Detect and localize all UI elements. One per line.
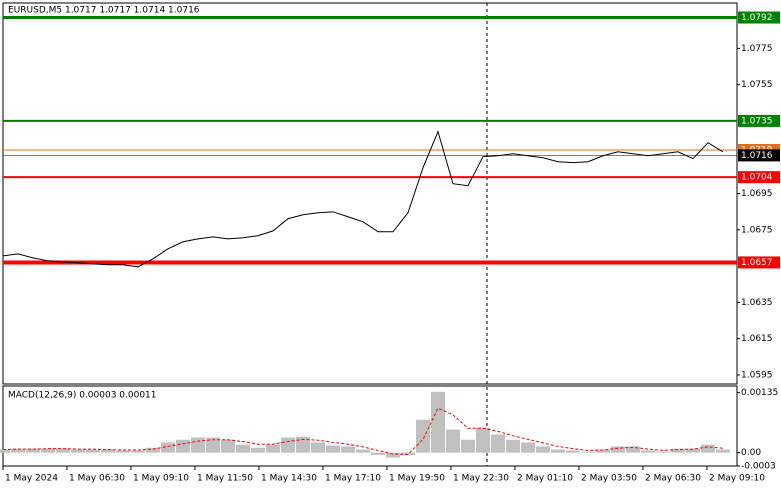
x-tick-label: 1 May 11:50 — [197, 474, 253, 484]
macd-bar — [251, 447, 265, 453]
macd-bar — [11, 448, 25, 453]
macd-bar — [326, 445, 340, 453]
y-tick-label: 0.00 — [741, 448, 761, 458]
macd-bar — [206, 437, 220, 453]
y-tick-label: 1.0695 — [741, 189, 773, 199]
macd-panel — [2, 385, 738, 467]
macd-bar — [476, 427, 490, 453]
macd-bar — [176, 439, 190, 453]
macd-bar — [131, 450, 145, 453]
macd-bar — [161, 442, 175, 453]
x-tick-label: 1 May 06:30 — [69, 474, 125, 484]
y-tick-label: 1.0675 — [741, 225, 773, 235]
price-line — [2, 130, 724, 268]
main-panel — [2, 2, 738, 385]
plot-layer: 1.0775 1.0755 1.0695 1.0675 1.0635 1.0615 1.05… — [0, 11, 780, 484]
macd-bar — [596, 449, 610, 453]
macd-bar — [191, 437, 205, 453]
macd-bar — [446, 429, 460, 453]
macd-bar — [491, 434, 505, 453]
macd-bar — [401, 452, 415, 455]
y-tick-label: 1.0775 — [741, 44, 773, 54]
macd-bar — [461, 439, 475, 453]
macd-bar — [86, 449, 100, 453]
level-tag — [738, 114, 780, 127]
y-tick-label: 1.0615 — [741, 334, 773, 344]
macd-bar — [686, 448, 700, 453]
macd-bar — [221, 439, 235, 453]
x-tick-label: 1 May 2024 — [5, 474, 58, 484]
x-tick-label: 1 May 14:30 — [261, 474, 317, 484]
x-tick-label: 1 May 17:10 — [325, 474, 381, 484]
macd-bar — [506, 439, 520, 453]
macd-bar — [431, 391, 445, 453]
macd-bar — [41, 448, 55, 453]
macd-bar — [671, 448, 685, 453]
macd-title: MACD(12,26,9) 0.00003 0.00011 — [8, 391, 157, 401]
macd-bar — [266, 444, 280, 453]
macd-bar — [581, 451, 595, 453]
macd-bar — [386, 452, 400, 458]
macd-bar — [356, 449, 370, 453]
macd-bar — [626, 446, 640, 453]
macd-bar — [71, 449, 85, 453]
x-tick-label: 1 May 09:10 — [133, 474, 189, 484]
x-tick-label: 2 May 01:10 — [517, 474, 573, 484]
y-tick-label: 0.00135 — [741, 388, 778, 398]
macd-bar — [146, 447, 160, 453]
level-tag — [738, 11, 780, 24]
signal-line — [2, 407, 724, 455]
macd-bar — [641, 450, 655, 453]
macd-bar — [281, 437, 295, 453]
x-tick-label: 2 May 06:30 — [645, 474, 701, 484]
y-tick-label: -0.0003 — [741, 462, 776, 472]
level-tag — [738, 149, 780, 162]
x-tick-label: 2 May 03:50 — [581, 474, 637, 484]
macd-bar — [536, 446, 550, 453]
macd-bar — [116, 450, 130, 453]
macd-bar — [656, 451, 670, 453]
level-tag — [738, 256, 780, 269]
chart-title: EURUSD,M5 1.0717 1.0717 1.0714 1.0716 — [8, 6, 200, 16]
macd-bar — [551, 449, 565, 453]
macd-bar — [236, 444, 250, 453]
macd-bar — [26, 448, 40, 453]
x-tick-label: 1 May 22:30 — [453, 474, 509, 484]
macd-bar — [101, 449, 115, 453]
macd-bar — [716, 449, 730, 453]
level-label: 1.0735 — [741, 116, 773, 126]
macd-bar — [701, 444, 715, 453]
macd-bar — [371, 452, 385, 455]
macd-bar — [296, 436, 310, 453]
level-label: 1.0792 — [741, 13, 773, 23]
macd-bar — [521, 442, 535, 453]
level-label: 1.0716 — [741, 151, 773, 161]
macd-bar — [56, 448, 70, 453]
macd-bar — [566, 450, 580, 453]
macd-bar — [311, 442, 325, 453]
y-tick-label: 1.0595 — [741, 370, 773, 380]
level-label: 1.0704 — [741, 173, 773, 183]
level-label: 1.0657 — [741, 258, 773, 268]
x-tick-label: 2 May 09:10 — [709, 474, 765, 484]
y-tick-label: 1.0755 — [741, 80, 773, 90]
level-tag — [738, 171, 780, 184]
y-tick-label: 1.0635 — [741, 298, 773, 308]
macd-bar — [416, 419, 430, 453]
macd-bar — [341, 446, 355, 453]
macd-bar — [0, 449, 10, 453]
x-tick-label: 1 May 19:50 — [389, 474, 445, 484]
macd-bar — [611, 446, 625, 453]
